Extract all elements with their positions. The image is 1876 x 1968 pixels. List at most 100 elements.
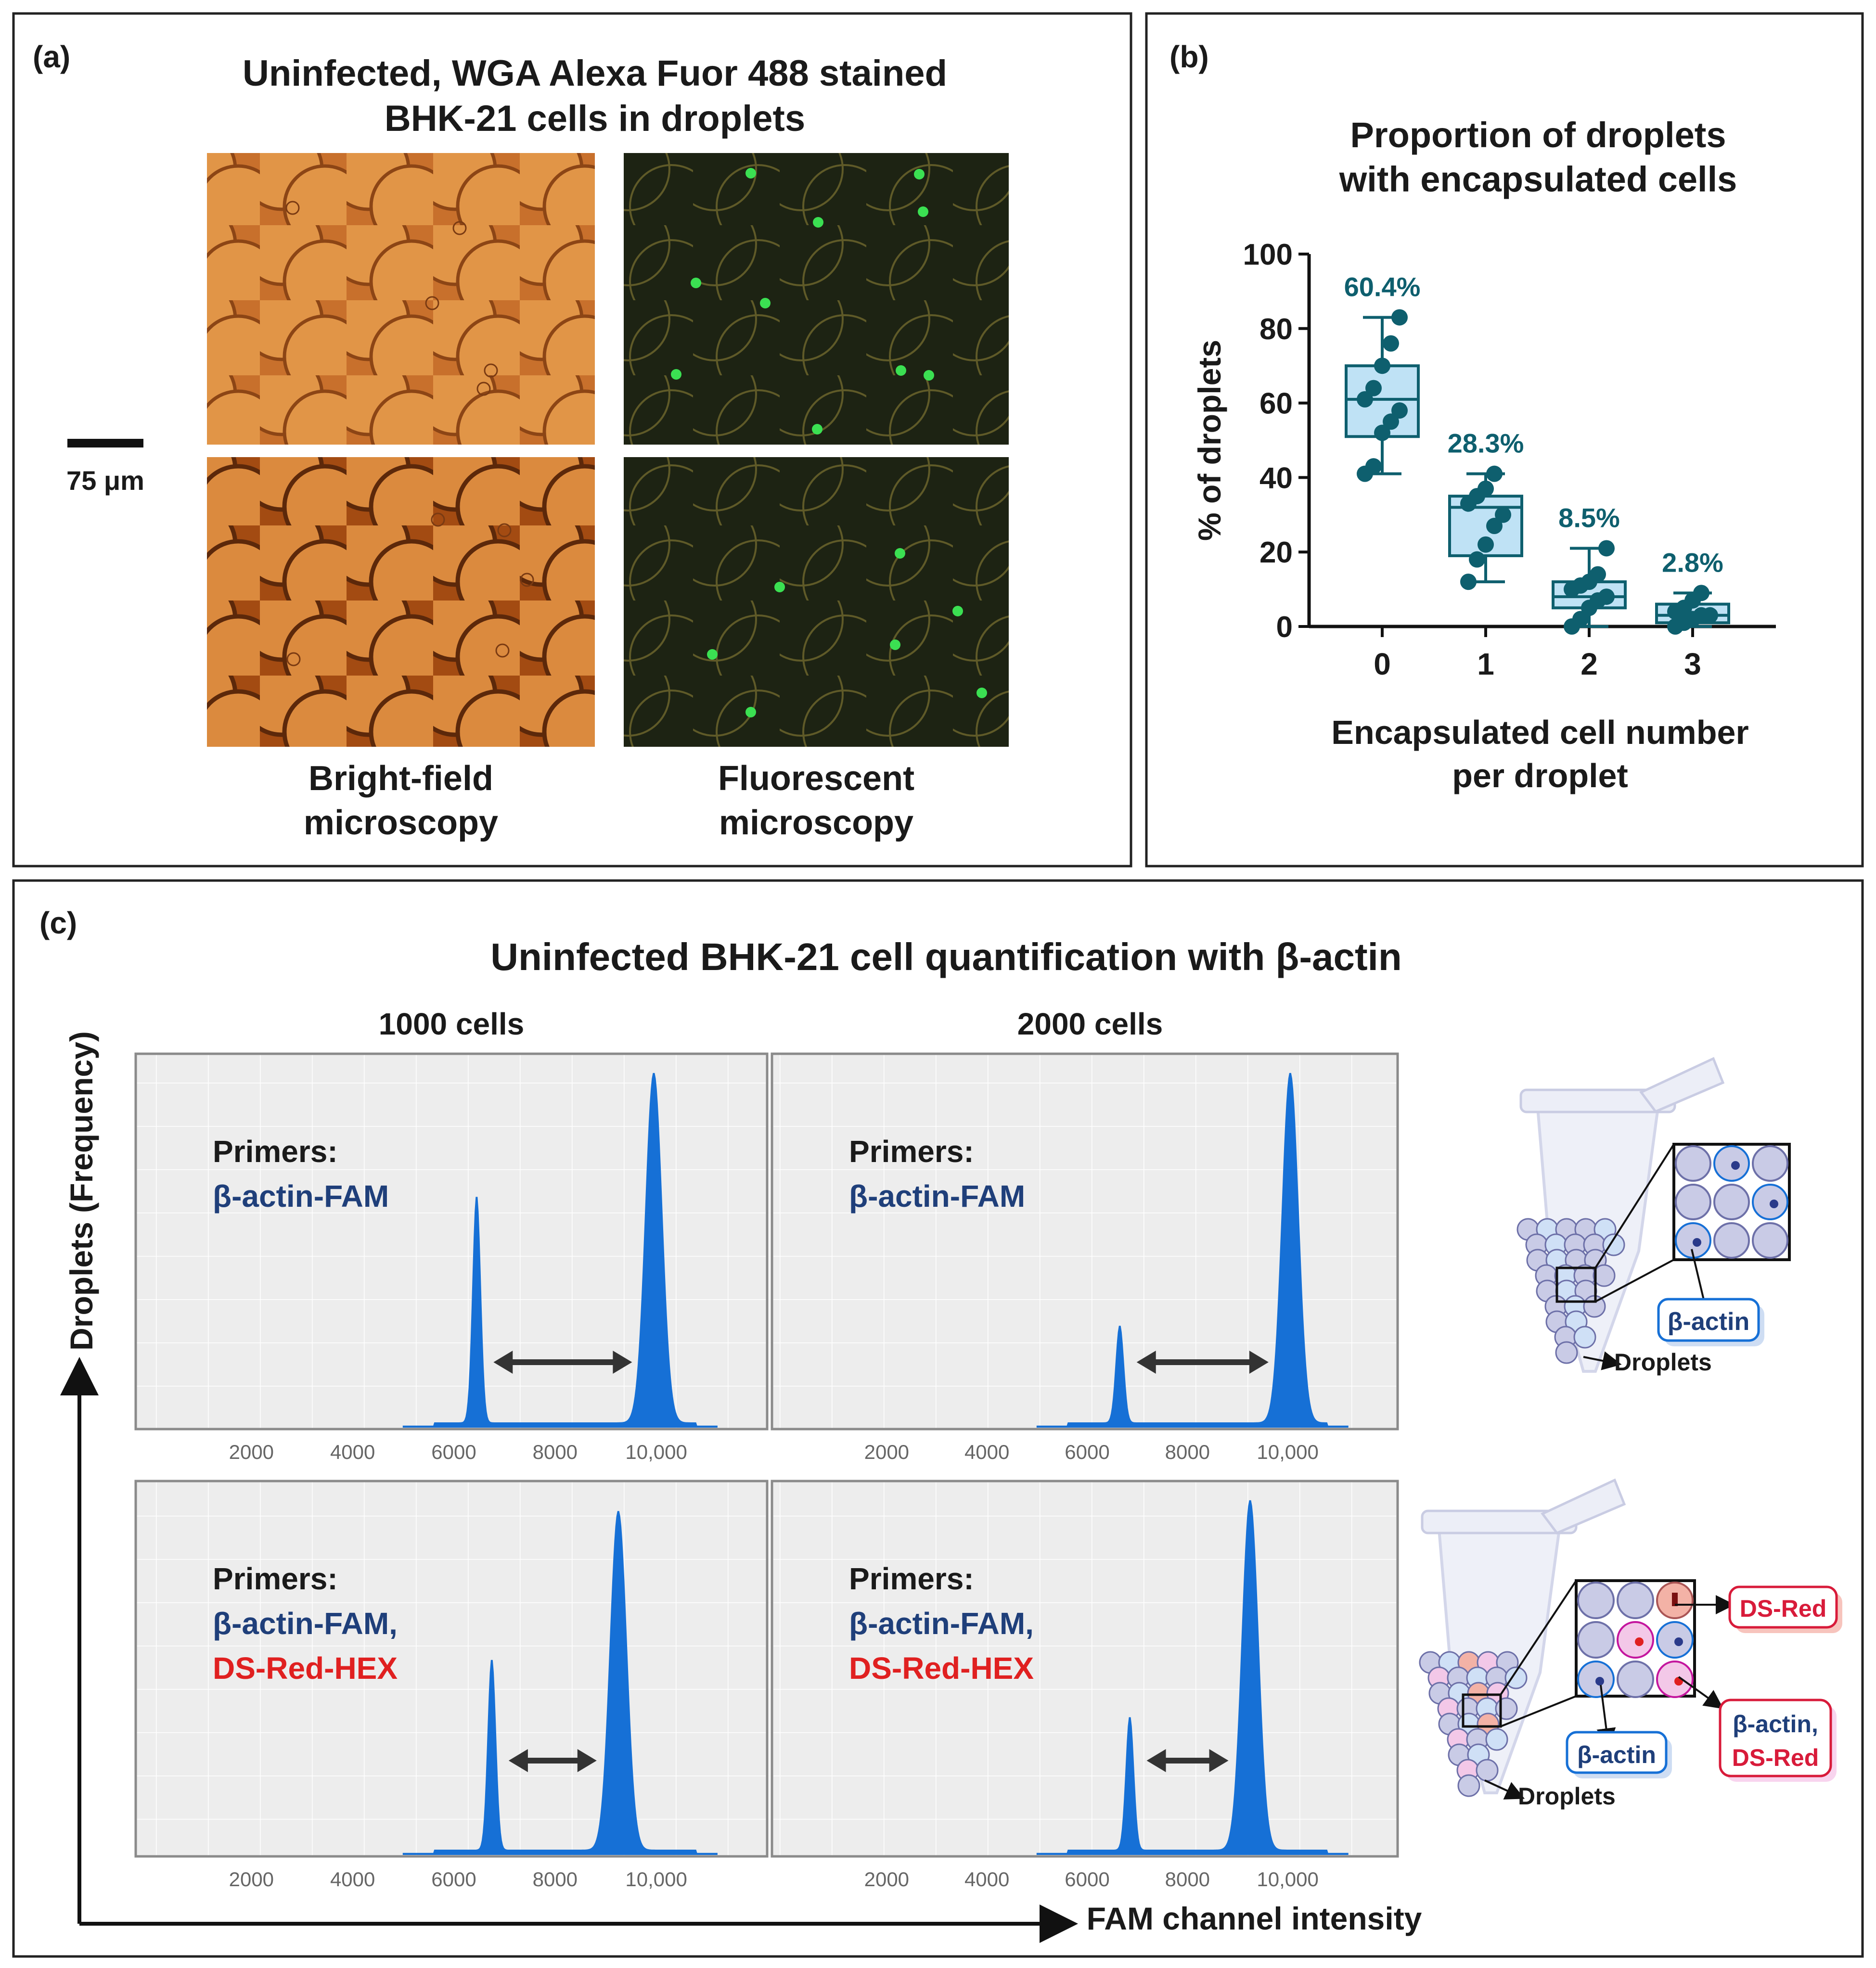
- brightfield-image-bottom: [207, 457, 595, 747]
- primer-fam-label: β-actin-FAM: [849, 1179, 1025, 1214]
- data-point: [1469, 551, 1485, 568]
- schematic-beta-actin-label: β-actin: [1668, 1308, 1749, 1336]
- fluorescent-image-bottom: [624, 457, 1009, 747]
- caption-brightfield-line2: microscopy: [304, 804, 498, 842]
- data-point: [1383, 413, 1399, 430]
- cell-marker: [1770, 1200, 1778, 1208]
- droplet: [1457, 1774, 1480, 1797]
- panel-b-title-line1: Proportion of droplets: [1350, 115, 1726, 155]
- x-tick-label: 8000: [533, 1441, 578, 1463]
- fluorescent-cell-dots: [671, 168, 987, 717]
- brightfield-cell: [476, 382, 491, 396]
- droplet: [1495, 1697, 1518, 1720]
- arrowhead-left: [493, 1351, 513, 1374]
- scale-bar: [67, 439, 143, 447]
- x-tick-label: 2000: [864, 1441, 909, 1463]
- green-cell: [813, 217, 823, 228]
- cell-marker: [1595, 1677, 1604, 1686]
- green-cell: [890, 639, 900, 650]
- green-cell: [760, 298, 771, 308]
- histogram-2: 2000 4000 6000 8000 10,000 Primers: β-actin-FA…: [771, 1052, 1399, 1463]
- data-point: [1365, 380, 1382, 396]
- mean-label: 28.3%: [1448, 428, 1524, 459]
- primers-label: Primers:: [849, 1561, 974, 1596]
- x-tick-label: 10,000: [1257, 1441, 1318, 1463]
- data-point: [1598, 540, 1615, 557]
- panel-a-letter: (a): [33, 39, 70, 74]
- brightfield-cell: [495, 643, 510, 658]
- panel-c-letter: (c): [39, 906, 77, 940]
- histogram-plot-area: [134, 1480, 769, 1858]
- panel-c: (c) Uninfected BHK-21 cell quantificatio…: [12, 879, 1864, 1958]
- green-cell: [895, 548, 905, 559]
- scale-bar-label: 75 μm: [66, 465, 144, 496]
- x-axis-label-fam: FAM channel intensity: [1087, 1901, 1422, 1936]
- boxplot-chart: 0 20 40 60 80 100 0 1 2 3 60.4% 28.3% 8.5% 2.8% % of…: [1192, 238, 1776, 794]
- x-tick-label: 6000: [431, 1441, 476, 1463]
- data-point: [1478, 480, 1494, 497]
- x-tick-label: 6000: [431, 1868, 476, 1891]
- brightfield-cell: [431, 512, 445, 527]
- arrowhead-left: [1136, 1351, 1156, 1374]
- col-label-1000-cells: 1000 cells: [379, 1007, 525, 1041]
- panel-b-title-line2: with encapsulated cells: [1339, 159, 1737, 199]
- grid-droplet: [1752, 1145, 1788, 1182]
- brightfield-cell: [285, 201, 300, 215]
- schematic-droplets-label-bottom: Droplets: [1518, 1783, 1616, 1810]
- panel-a-title-line1: Uninfected, WGA Alexa Fuor 488 stained: [243, 53, 947, 94]
- data-point: [1702, 607, 1718, 624]
- primer-hex-label: DS-Red-HEX: [213, 1651, 398, 1686]
- green-cell: [745, 707, 756, 717]
- grid-droplet: [1675, 1184, 1711, 1220]
- red-marker: [1672, 1593, 1678, 1606]
- data-point: [1365, 458, 1382, 475]
- histogram-plot-area: [134, 1052, 769, 1431]
- panel-b-letter: (b): [1169, 39, 1209, 74]
- x-axis-title-line1: Encapsulated cell number: [1331, 714, 1748, 751]
- schematic2-beta-actin-label: β-actin: [1577, 1741, 1656, 1768]
- data-point: [1693, 585, 1709, 601]
- data-point: [1391, 402, 1408, 419]
- mean-label: 60.4%: [1344, 272, 1421, 302]
- brightfield-cell: [520, 573, 534, 587]
- grid-droplet: [1752, 1222, 1788, 1259]
- schematic-droplets-label-top: Droplets: [1614, 1349, 1712, 1376]
- panel-b: (b) Proportion of droplets with encapsul…: [1145, 12, 1864, 868]
- grid-droplet: [1675, 1145, 1711, 1182]
- primer-hex-label: DS-Red-HEX: [849, 1651, 1034, 1686]
- x-tick-label: 4000: [964, 1868, 1009, 1891]
- green-cell: [691, 278, 701, 288]
- x-tick-label: 8000: [1165, 1868, 1210, 1891]
- droplet: [1504, 1666, 1528, 1689]
- x-tick-label: 4000: [330, 1868, 375, 1891]
- droplet: [1476, 1759, 1499, 1782]
- histogram-area: [1036, 1073, 1349, 1428]
- green-cell: [918, 206, 928, 217]
- x-tick-label: 3: [1684, 647, 1701, 681]
- data-point: [1486, 518, 1503, 535]
- brightfield-cell: [286, 652, 301, 666]
- cell-marker: [1731, 1161, 1740, 1170]
- grid-droplet: [1617, 1582, 1654, 1619]
- grid-droplet: [1713, 1184, 1750, 1220]
- droplet: [1593, 1264, 1616, 1287]
- data-point: [1478, 536, 1494, 553]
- brightfield-image-top: [207, 153, 595, 445]
- panel-a: (a) Uninfected, WGA Alexa Fuor 488 stain…: [12, 12, 1132, 868]
- brightfield-cell: [425, 296, 439, 310]
- histogram-area: [402, 1511, 718, 1855]
- x-tick-label: 4000: [330, 1441, 375, 1463]
- x-tick-label: 6000: [1065, 1868, 1109, 1891]
- mean-label: 2.8%: [1662, 547, 1723, 577]
- y-axis-title: % of droplets: [1192, 340, 1227, 541]
- green-cell: [952, 606, 963, 616]
- caption-fluorescent-line2: microscopy: [719, 804, 913, 842]
- x-tick-label: 2000: [229, 1868, 274, 1891]
- data-point: [1391, 309, 1408, 326]
- x-tick-label: 2000: [864, 1868, 909, 1891]
- green-cell: [914, 169, 925, 179]
- x-tick-label: 6000: [1065, 1441, 1109, 1463]
- green-cell: [745, 168, 756, 179]
- panel-c-title: Uninfected BHK-21 cell quantification wi…: [490, 935, 1401, 978]
